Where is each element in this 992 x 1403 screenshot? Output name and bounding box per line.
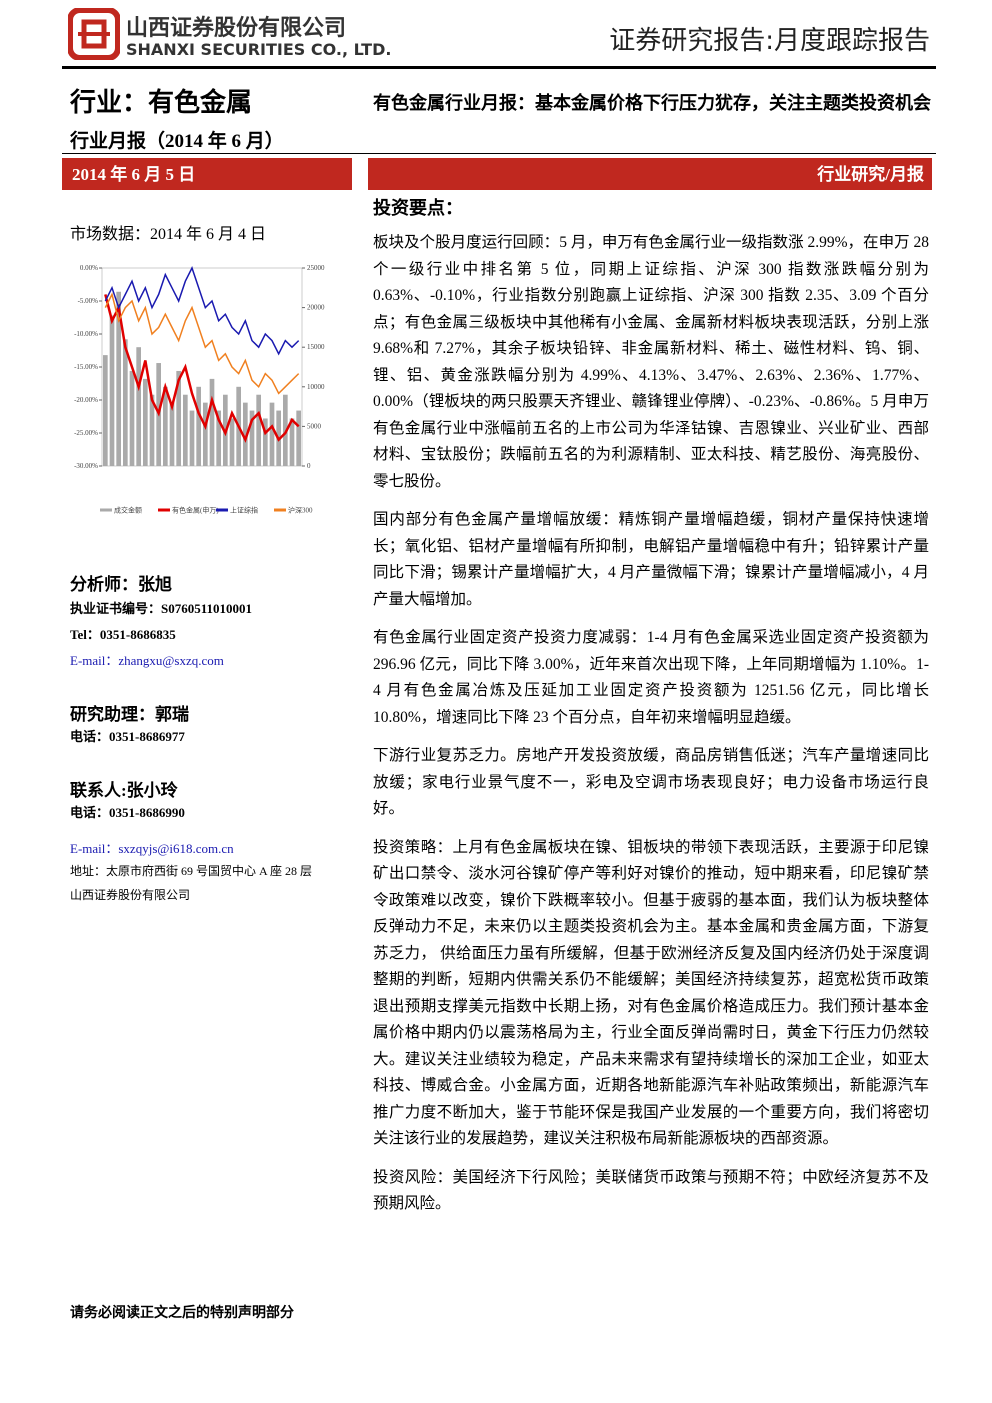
volume-bar [143,378,148,466]
contact-tel: 电话：0351-8686990 [70,805,185,820]
y2-tick-label: 20000 [307,304,325,312]
paragraph: 下游行业复苏乏力。房地产开发投资放缓，商品房销售低迷；汽车产量增速同比放缓；家电… [373,747,929,817]
volume-bar [296,410,301,466]
series-line [104,294,300,443]
paragraph: 国内部分有色金属产量增幅放缓：精炼铜产量增幅趋缓，铜材产量保持快速增长；氧化铝、… [373,511,929,608]
y2-tick-label: 25000 [307,264,325,272]
volume-bar [169,402,175,466]
volume-bar [269,402,275,466]
assistant-tel: 电话：0351-8686977 [70,729,185,744]
company: 山西证券股份有限公司 [70,888,191,902]
date-bar: 2014 年 6 月 5 日 [62,158,352,190]
volume-bar [116,291,121,466]
address: 地址：太原市府西街 69 号国贸中心 A 座 28 层 [70,864,313,878]
y2-tick-label: 0 [307,462,311,470]
y-tick-label: -15.00% [74,363,98,371]
legend-label: 成交金额 [114,506,142,515]
company-cn: 山西证券股份有限公司 [126,16,347,41]
y2-tick-label: 15000 [307,343,325,351]
y2-tick-label: 10000 [307,383,325,391]
report-title: 有色金属行业月报：基本金属价格下行压力犹存，关注主题类投资机会 [373,93,931,113]
contact: 联系人:张小玲 [70,781,178,800]
volume-bar [196,386,201,466]
volume-bar [183,394,188,466]
y-tick-label: -5.00% [78,297,99,305]
email: E-mail：zhangxu@sxzq.com [70,653,224,668]
volume-bar [249,410,255,466]
market-data: 市场数据：2014 年 6 月 4 日 [70,226,267,243]
section-heading: 投资要点： [373,198,463,218]
logo [68,8,120,60]
volume-bar [243,402,248,466]
y-tick-label: 0.00% [80,264,98,272]
report-period: 行业月报（2014 年 6 月） [70,131,284,152]
volume-bar [189,410,195,466]
volume-bar [289,418,295,466]
company-en: SHANXI SECURITIES CO., LTD. [126,40,392,59]
y2-tick-label: 5000 [307,422,322,430]
assistant: 研究助理：郭瑞 [70,705,189,724]
paragraph: 板块及个股月度运行回顾：5 月，申万有色金属行业一级指数涨 2.99%，在申万 … [373,234,929,490]
body: 板块及个股月度运行回顾：5 月，申万有色金属行业一级指数涨 2.99%，在申万 … [373,230,929,1230]
volume-bar [203,402,208,466]
y-tick-label: -20.00% [74,396,98,404]
header-rule [62,66,936,69]
volume-bar [136,347,141,466]
volume-bar [129,370,135,466]
industry: 行业：有色金属 [70,88,253,117]
y-tick-label: -25.00% [74,429,98,437]
volume-bar [263,418,268,466]
legend-label: 有色金属(申万) [172,506,219,515]
y-tick-label: -10.00% [74,330,98,338]
series-line [104,266,300,356]
legend-label: 沪深300 [288,506,313,515]
volume-bar [103,355,108,466]
series-line [104,292,300,395]
volume-bar [123,339,128,466]
paragraph: 有色金属行业固定资产投资力度减弱：1-4 月有色金属采选业固定资产投资额为 29… [373,629,929,726]
y-tick-label: -30.00% [74,462,98,470]
volume-bar [229,418,235,466]
contact-email: E-mail：sxzqyjs@i618.com.cn [70,841,234,856]
volume-bar [209,378,215,466]
volume-bar [216,410,221,466]
rule [62,153,936,154]
volume-bar [256,394,261,466]
volume-bar [176,370,181,466]
volume-bar [149,394,155,466]
volume-bar [109,315,115,466]
chart: 0.00% -5.00% -10.00% -15.00% -20.00% -25.00% -… [74,264,325,515]
section-bar: 行业研究/月报 [368,158,932,190]
cert: 执业证书编号：S0760511010001 [70,601,253,616]
tel: Tel：0351-8686835 [70,627,176,642]
analyst: 分析师：张旭 [70,575,172,594]
footer-notice: 请务必阅读正文之后的特别声明部分 [70,1306,294,1321]
report-type: 证券研究报告:月度跟踪报告 [609,26,930,56]
legend-label: 上证综指 [230,506,258,515]
paragraph: 投资风险：美国经济下行风险；美联储货币政策与预期不符；中欧经济复苏不及预期风险。 [373,1168,929,1213]
volume-bar [163,386,168,466]
paragraph: 投资策略：上月有色金属板块在镍、钼板块的带领下表现活跃，主要源于印尼镍矿出口禁令… [373,838,929,1148]
